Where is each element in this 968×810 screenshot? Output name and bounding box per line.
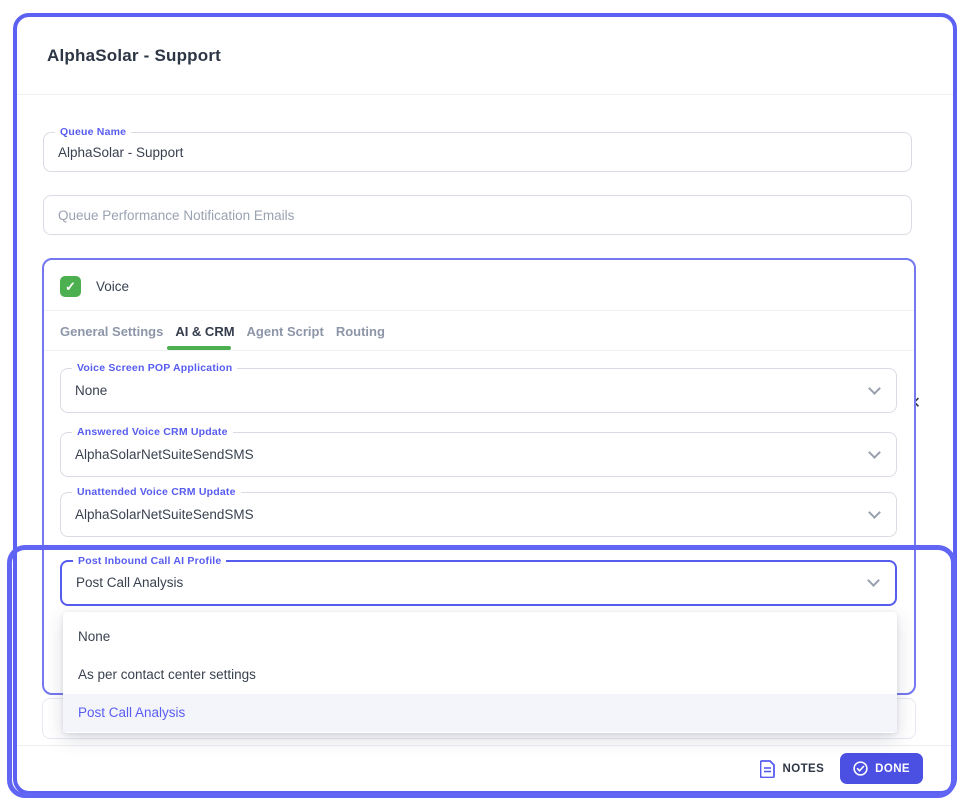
done-button-label: DONE <box>875 762 910 775</box>
tab-agent-script[interactable]: Agent Script <box>246 324 324 339</box>
notification-emails-input[interactable] <box>44 196 911 234</box>
voice-screen-pop-label: Voice Screen POP Application <box>72 362 238 374</box>
post-inbound-ai-profile-label: Post Inbound Call AI Profile <box>73 555 227 567</box>
voice-tabs: General Settings AI & CRM Agent Script R… <box>60 320 385 349</box>
check-icon: ✓ <box>65 278 76 294</box>
divider <box>44 310 914 311</box>
divider <box>44 350 914 351</box>
unattended-crm-label: Unattended Voice CRM Update <box>72 486 241 498</box>
notes-icon <box>759 759 775 778</box>
answered-crm-label: Answered Voice CRM Update <box>72 426 233 438</box>
queue-name-input[interactable] <box>44 133 911 171</box>
queue-settings-modal: AlphaSolar - Support ✕ Queue Name ✓ Voic… <box>13 13 957 795</box>
done-check-icon <box>853 761 868 776</box>
dropdown-option-none[interactable]: None <box>78 629 111 644</box>
notes-button-label: NOTES <box>782 762 825 775</box>
dropdown-option-post-call-analysis[interactable]: Post Call Analysis <box>63 694 897 732</box>
page-title: AlphaSolar - Support <box>47 45 221 65</box>
modal-footer: NOTES DONE <box>17 746 953 791</box>
voice-screen-pop-value: None <box>75 383 108 398</box>
voice-checkbox[interactable]: ✓ <box>60 276 81 297</box>
modal-header: AlphaSolar - Support <box>17 17 953 95</box>
queue-name-field[interactable]: Queue Name <box>43 126 912 172</box>
voice-screen-pop-select[interactable]: Voice Screen POP Application None <box>60 362 897 413</box>
queue-name-label: Queue Name <box>55 126 132 138</box>
done-button[interactable]: DONE <box>840 753 923 784</box>
tab-general-settings[interactable]: General Settings <box>60 324 164 339</box>
unattended-crm-value: AlphaSolarNetSuiteSendSMS <box>75 507 254 522</box>
post-inbound-ai-profile-value: Post Call Analysis <box>76 575 184 590</box>
answered-crm-value: AlphaSolarNetSuiteSendSMS <box>75 447 254 462</box>
notification-emails-field[interactable] <box>43 195 912 235</box>
notes-button[interactable]: NOTES <box>759 759 825 778</box>
post-inbound-ai-profile-select[interactable]: Post Inbound Call AI Profile Post Call A… <box>60 555 897 606</box>
unattended-crm-select[interactable]: Unattended Voice CRM Update AlphaSolarNe… <box>60 486 897 537</box>
voice-checkbox-label: Voice <box>96 279 130 294</box>
active-tab-indicator <box>167 346 231 350</box>
divider <box>17 745 953 746</box>
ai-profile-dropdown-menu: None As per contact center settings Post… <box>63 612 897 733</box>
tab-routing[interactable]: Routing <box>335 324 385 339</box>
dropdown-option-contact-center[interactable]: As per contact center settings <box>78 667 256 682</box>
tab-ai-crm[interactable]: AI & CRM <box>175 324 235 339</box>
answered-crm-select[interactable]: Answered Voice CRM Update AlphaSolarNetS… <box>60 426 897 477</box>
